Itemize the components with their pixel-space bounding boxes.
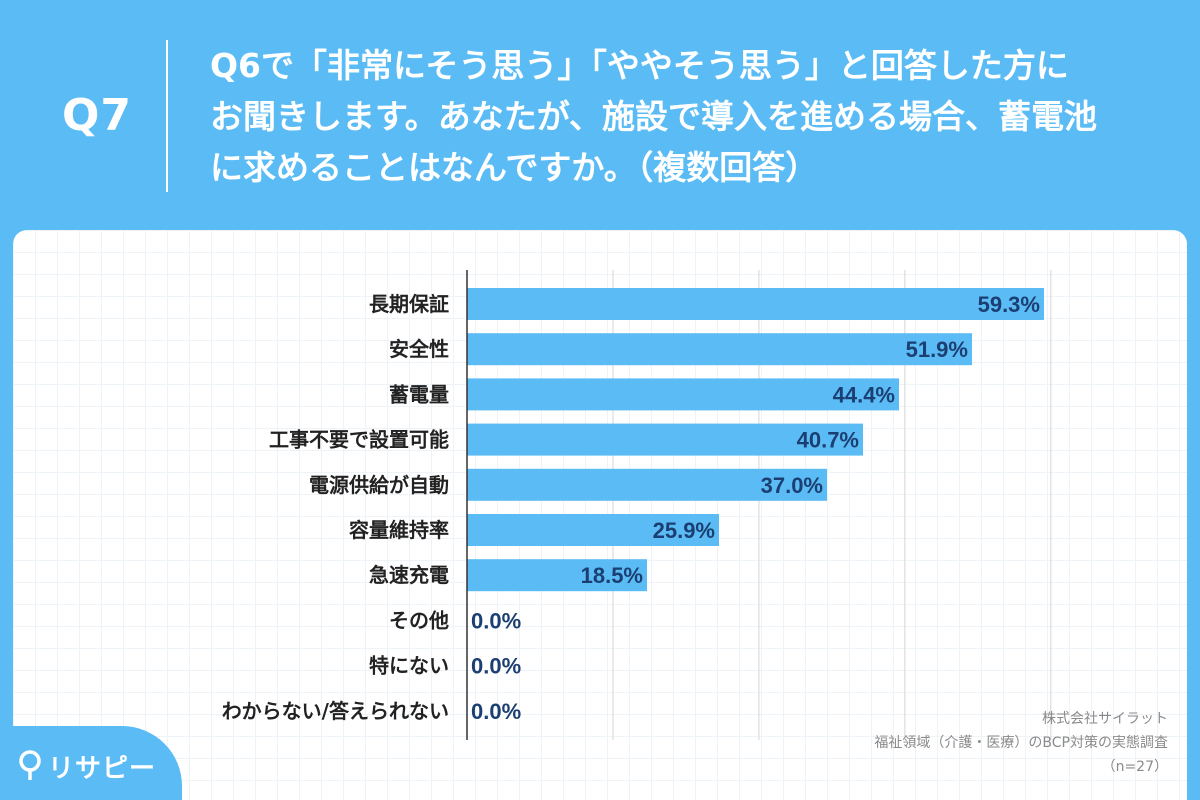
category-label: 蓄電量 (389, 382, 449, 406)
value-label: 44.4% (833, 382, 895, 407)
bar (467, 423, 864, 456)
value-label: 51.9% (906, 337, 968, 362)
value-label: 0.0% (471, 699, 521, 724)
category-label: 安全性 (389, 337, 449, 361)
category-label: 特にない (369, 654, 449, 678)
category-label: 容量維持率 (349, 518, 449, 542)
brand-logo: リサピー (0, 726, 182, 800)
bar (467, 288, 1044, 320)
source-survey: 福祉領域（介護・医療）のBCP対策の実態調査 (874, 735, 1168, 751)
header: Q7 Q6で「非常にそう思う」「ややそう思う」と回答した方に お聞きします。あな… (0, 0, 1200, 230)
source-sample: （n=27） (1101, 759, 1168, 775)
value-label: 40.7% (797, 428, 859, 453)
bar (467, 559, 648, 592)
category-label: 工事不要で設置可能 (269, 428, 449, 452)
category-label: 長期保証 (369, 292, 449, 316)
category-label: 急速充電 (369, 563, 449, 587)
bar (467, 333, 972, 366)
header-divider (166, 40, 168, 192)
value-label: 25.9% (653, 518, 715, 543)
value-label: 59.3% (978, 292, 1040, 317)
bar (467, 468, 828, 501)
bar (467, 514, 720, 546)
value-label: 0.0% (471, 654, 521, 679)
category-label: 電源供給が自動 (309, 473, 449, 497)
brand-name: リサピー (48, 754, 157, 784)
category-label: わからない/答えられない (222, 699, 449, 723)
category-label: その他 (389, 608, 449, 632)
map-pin-icon (19, 750, 41, 780)
value-label: 37.0% (761, 473, 823, 498)
source-company: 株式会社サイラット (1042, 711, 1168, 727)
source-note: 株式会社サイラット 福祉領域（介護・医療）のBCP対策の実態調査 （n=27） (874, 707, 1168, 779)
bar (467, 378, 900, 411)
question-number: Q7 (62, 90, 133, 141)
question-text: Q6で「非常にそう思う」「ややそう思う」と回答した方に お聞きします。あなたが、… (210, 46, 1098, 187)
value-label: 0.0% (471, 608, 521, 633)
value-label: 18.5% (581, 563, 643, 588)
